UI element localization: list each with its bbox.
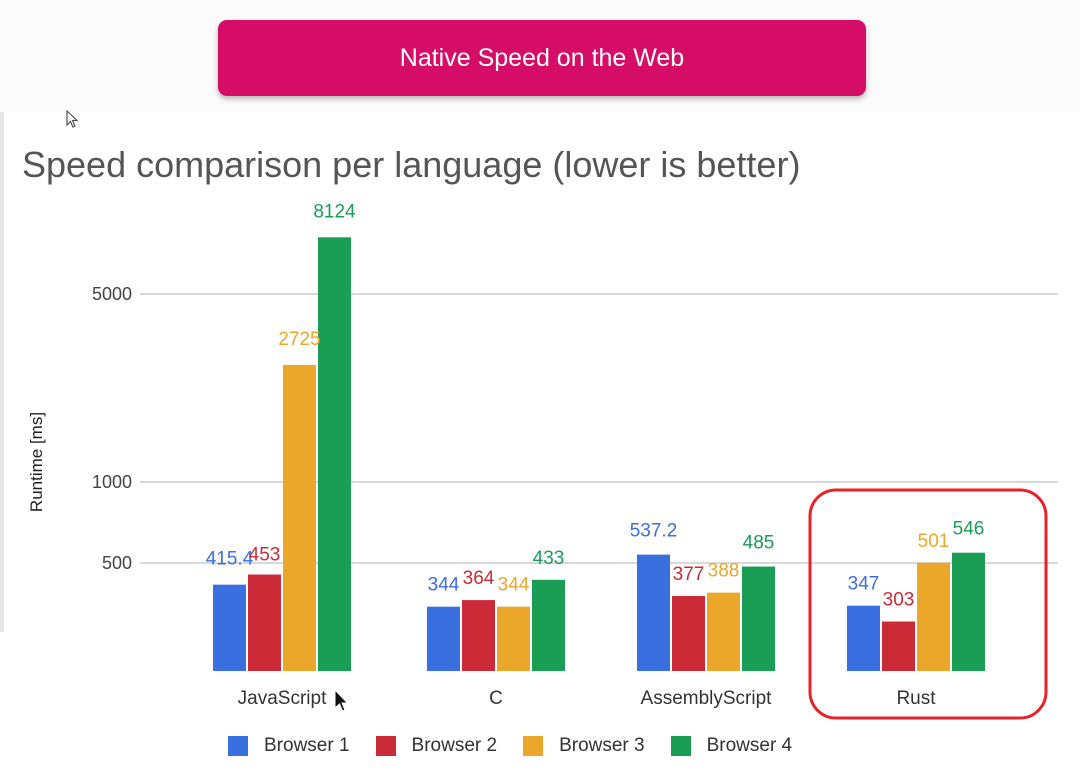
bar-c-browser-1 <box>427 606 460 671</box>
data-label: 364 <box>463 568 495 589</box>
bar-rust-browser-1 <box>847 605 880 671</box>
data-label: 388 <box>708 561 740 582</box>
data-label: 303 <box>883 590 915 611</box>
y-tick-label: 5000 <box>92 284 132 304</box>
x-category-label: JavaScript <box>238 688 327 709</box>
x-category-label: AssemblyScript <box>641 688 773 709</box>
legend-swatch <box>375 736 396 756</box>
legend-item: Browser 2 <box>375 735 498 757</box>
legend-label: Browser 2 <box>411 735 498 756</box>
bar-c-browser-4 <box>532 579 565 671</box>
data-label: 347 <box>848 574 880 595</box>
legend-item: Browser 1 <box>228 735 350 757</box>
mouse-cursor-icon <box>334 688 349 712</box>
data-label: 377 <box>673 564 705 585</box>
bar-c-browser-3 <box>497 606 530 671</box>
bar-javascript-browser-3 <box>283 364 316 671</box>
data-label: 537.2 <box>630 521 678 542</box>
banner-label: Native Speed on the Web <box>399 43 685 72</box>
legend-item: Browser 4 <box>670 735 793 757</box>
bar-assemblyscript-browser-1 <box>637 554 670 671</box>
left-edge-divider <box>0 112 4 632</box>
mouse-pointer-icon <box>66 110 79 128</box>
legend: Browser 1 Browser 2 Browser 3 Browser 4 <box>228 735 818 757</box>
data-label: 2725 <box>278 329 320 350</box>
legend-swatch <box>670 736 691 756</box>
data-label: 415.4 <box>206 549 254 570</box>
bar-javascript-browser-2 <box>248 574 281 671</box>
legend-label: Browser 3 <box>559 735 645 756</box>
legend-label: Browser 1 <box>264 735 350 756</box>
bar-rust-browser-3 <box>917 562 950 671</box>
chart-title: Speed comparison per language (lower is … <box>22 144 801 185</box>
data-label: 344 <box>498 575 530 596</box>
y-tick-label: 500 <box>102 553 132 573</box>
legend-swatch <box>523 736 544 756</box>
bar-assemblyscript-browser-4 <box>742 566 775 671</box>
bar-javascript-browser-4 <box>318 237 351 671</box>
bar-rust-browser-2 <box>882 621 915 671</box>
data-label: 501 <box>918 531 950 552</box>
legend-swatch <box>228 736 248 756</box>
bar-c-browser-2 <box>462 600 495 671</box>
y-axis-title: Runtime [ms] <box>27 412 46 512</box>
bar-javascript-browser-1 <box>213 584 246 671</box>
banner-button[interactable]: Native Speed on the Web <box>218 20 866 96</box>
data-label: 433 <box>533 548 565 569</box>
data-label: 485 <box>743 533 775 554</box>
legend-item: Browser 3 <box>523 735 645 757</box>
data-label: 546 <box>953 519 985 540</box>
bar-assemblyscript-browser-3 <box>707 592 740 671</box>
rust-highlight-box <box>808 488 1048 720</box>
bar-rust-browser-4 <box>952 552 985 671</box>
data-label: 453 <box>249 545 281 566</box>
legend-label: Browser 4 <box>706 735 793 756</box>
bar-assemblyscript-browser-2 <box>672 595 705 671</box>
data-label: 8124 <box>313 201 356 222</box>
data-label: 344 <box>428 575 460 596</box>
x-category-label: Rust <box>896 688 936 709</box>
y-tick-label: 1000 <box>92 472 132 492</box>
x-category-label: C <box>489 688 503 709</box>
